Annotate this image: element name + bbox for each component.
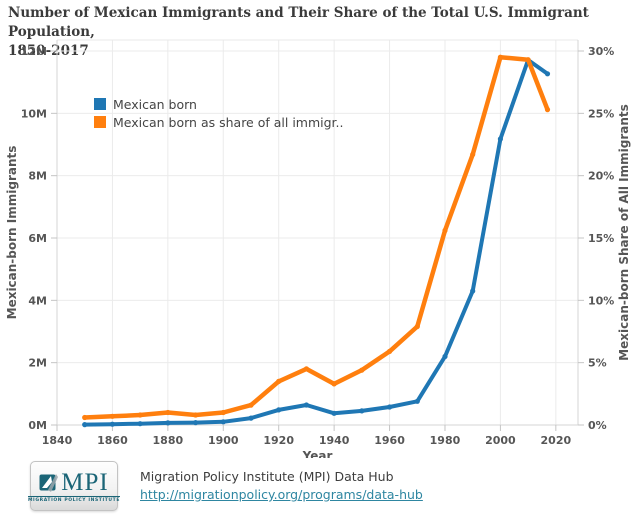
data-point-marker[interactable] bbox=[303, 402, 309, 408]
series-line[interactable] bbox=[82, 58, 550, 427]
data-point-marker[interactable] bbox=[248, 415, 254, 421]
data-point-marker[interactable] bbox=[525, 57, 531, 63]
data-point-marker[interactable] bbox=[331, 381, 337, 387]
x-axis-tick-label: 1840 bbox=[42, 434, 73, 447]
line-chart: 0M 2M 4M 6M 8M 10M 12M 0% 5% 10% 15% 20% 25% 30% 1840 1… bbox=[5, 39, 631, 458]
data-point-marker[interactable] bbox=[387, 404, 393, 410]
left-axis-tick-label: 4M bbox=[28, 294, 47, 307]
data-point-marker[interactable] bbox=[359, 367, 365, 373]
data-point-marker[interactable] bbox=[414, 323, 420, 330]
legend-item-share[interactable]: Mexican born as share of all immigr.. bbox=[94, 113, 344, 131]
data-point-marker[interactable] bbox=[497, 136, 503, 142]
mpi-logo-icon bbox=[39, 473, 59, 492]
data-point-marker[interactable] bbox=[470, 288, 476, 294]
data-point-marker[interactable] bbox=[82, 422, 88, 428]
mpi-logo-subtitle: MIGRATION POLICY INSTITUTE bbox=[27, 495, 121, 503]
chart-title: Number of Mexican Immigrants and Their S… bbox=[8, 4, 608, 61]
legend-swatch-share bbox=[94, 116, 106, 128]
mpi-logo: MPI MIGRATION POLICY INSTITUTE bbox=[27, 461, 121, 511]
footer: MPI MIGRATION POLICY INSTITUTE Migration… bbox=[27, 461, 423, 511]
legend-swatch-mexican-born bbox=[94, 98, 106, 110]
data-point-marker[interactable] bbox=[387, 348, 393, 354]
right-axis-tick-label: 0% bbox=[588, 419, 607, 432]
data-point-marker[interactable] bbox=[442, 353, 448, 360]
left-axis-title: Mexican-born Immigrants bbox=[5, 146, 19, 320]
left-axis-tick-label: 6M bbox=[28, 232, 47, 245]
chart-title-line2: 1850-2017 bbox=[8, 43, 89, 59]
data-point-marker[interactable] bbox=[497, 54, 503, 60]
right-axis-tick-label: 15% bbox=[588, 232, 614, 245]
x-axis-title: Year bbox=[302, 449, 333, 458]
data-point-marker[interactable] bbox=[137, 412, 143, 418]
right-axis-title: Mexican-born Share of All Immigrants bbox=[617, 104, 631, 361]
data-point-marker[interactable] bbox=[82, 414, 88, 421]
x-axis-tick-label: 1960 bbox=[374, 434, 405, 447]
right-axis-tick-label: 5% bbox=[588, 357, 607, 370]
left-axis-tick-label: 8M bbox=[28, 170, 47, 183]
data-point-marker[interactable] bbox=[359, 408, 365, 414]
x-axis-tick-label: 1980 bbox=[430, 434, 461, 447]
data-point-marker[interactable] bbox=[544, 71, 551, 77]
data-point-marker[interactable] bbox=[137, 421, 143, 427]
series-share[interactable] bbox=[82, 54, 551, 421]
data-point-marker[interactable] bbox=[331, 410, 337, 416]
mpi-logo-acronym: MPI bbox=[61, 468, 109, 496]
data-point-marker[interactable] bbox=[544, 107, 551, 113]
x-axis-tick-label: 1860 bbox=[97, 434, 128, 447]
source-link[interactable]: http://migrationpolicy.org/programs/data… bbox=[140, 487, 423, 502]
left-axis-tick-label: 0M bbox=[28, 419, 47, 432]
data-point-marker[interactable] bbox=[442, 227, 448, 234]
axes: 0M 2M 4M 6M 8M 10M 12M 0% 5% 10% 15% 20% 25% 30% 1840 1… bbox=[5, 45, 631, 458]
legend-label-share: Mexican born as share of all immigr.. bbox=[113, 114, 344, 130]
data-point-marker[interactable] bbox=[276, 378, 282, 384]
right-axis-tick-label: 20% bbox=[588, 170, 614, 183]
series-mexican-born[interactable] bbox=[82, 57, 551, 428]
data-point-marker[interactable] bbox=[470, 151, 476, 158]
right-axis-tick-label: 10% bbox=[588, 294, 614, 307]
x-axis-tick-label: 1900 bbox=[208, 434, 239, 447]
data-point-marker[interactable] bbox=[220, 409, 226, 416]
x-axis-tick-label: 1920 bbox=[263, 434, 294, 447]
data-point-marker[interactable] bbox=[303, 366, 309, 372]
x-axis-tick-label: 1940 bbox=[319, 434, 350, 447]
x-axis-tick-label: 2020 bbox=[541, 434, 572, 447]
data-point-marker[interactable] bbox=[248, 402, 254, 408]
chart-title-line1: Number of Mexican Immigrants and Their S… bbox=[8, 5, 589, 40]
source-block: Migration Policy Institute (MPI) Data Hu… bbox=[140, 468, 423, 504]
legend-label-mexican-born: Mexican born bbox=[113, 96, 197, 112]
data-point-marker[interactable] bbox=[109, 421, 115, 427]
data-point-marker[interactable] bbox=[193, 412, 199, 418]
right-axis-tick-label: 30% bbox=[588, 45, 614, 58]
data-point-marker[interactable] bbox=[165, 409, 171, 416]
data-point-marker[interactable] bbox=[414, 398, 420, 404]
x-axis-tick-label: 1880 bbox=[153, 434, 184, 447]
series-line[interactable] bbox=[82, 54, 550, 420]
source-label: Migration Policy Institute (MPI) Data Hu… bbox=[140, 469, 394, 484]
left-axis-tick-label: 12M bbox=[21, 45, 47, 58]
right-axis-tick-label: 25% bbox=[588, 107, 614, 120]
left-axis-tick-label: 2M bbox=[28, 357, 47, 370]
data-point-marker[interactable] bbox=[276, 407, 282, 413]
legend-item-mexican-born[interactable]: Mexican born bbox=[94, 95, 344, 113]
data-point-marker[interactable] bbox=[165, 420, 171, 426]
data-point-marker[interactable] bbox=[109, 413, 115, 419]
chart-legend: Mexican born Mexican born as share of al… bbox=[94, 95, 344, 131]
left-axis-tick-label: 10M bbox=[21, 107, 47, 120]
data-point-marker[interactable] bbox=[193, 420, 199, 426]
data-point-marker[interactable] bbox=[220, 419, 226, 425]
x-axis-tick-label: 2000 bbox=[485, 434, 516, 447]
